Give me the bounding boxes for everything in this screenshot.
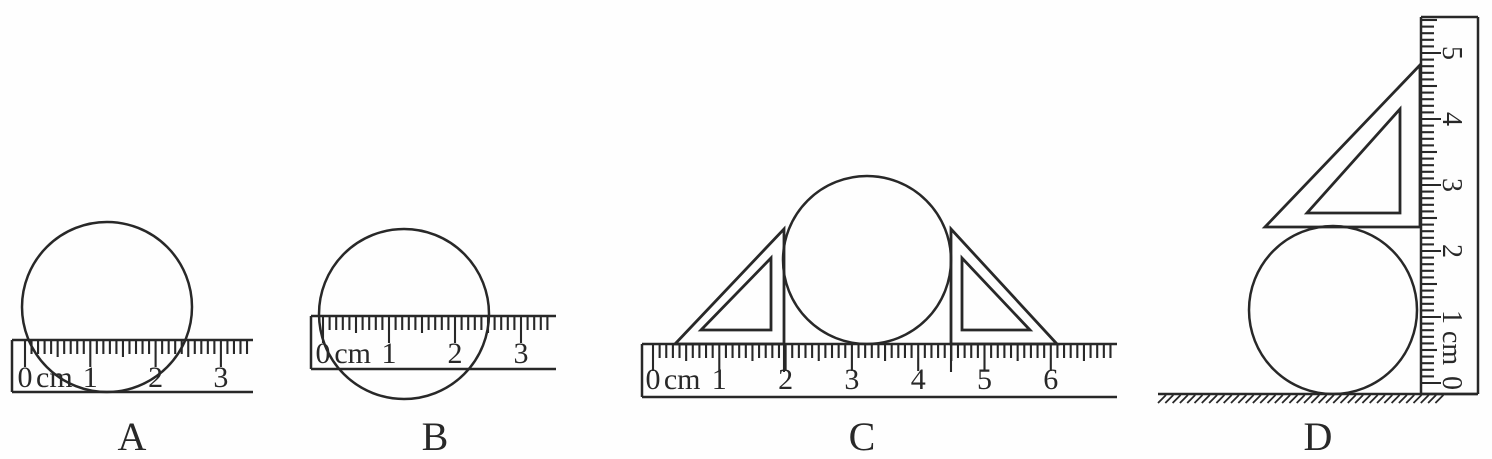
panel-C-set-square-right-outer [949, 225, 1061, 346]
panel-D-ground-hatch [1325, 394, 1335, 404]
panel-D-ground-hatch [1369, 394, 1379, 404]
panel-B-circle [317, 227, 491, 401]
panel-D-ground-hatch [1398, 394, 1408, 404]
panel-C-circle [781, 174, 953, 346]
panel-D-ground-hatch [1347, 394, 1357, 404]
panel-C-ruler-number-3: 3 [844, 363, 859, 396]
panel-B-ruler-number-2: 2 [448, 337, 463, 370]
panel-A-ruler-number-cm: cm [36, 361, 73, 394]
panel-C-ruler-number-cm: cm [664, 363, 701, 396]
panel-C-ruler-number-6: 6 [1043, 363, 1058, 396]
panel-D-ground-hatch [1274, 394, 1284, 404]
panel-D-ground-hatch [1252, 394, 1262, 404]
panel-D-ground-hatch [1237, 394, 1247, 404]
panel-D-circle [1247, 224, 1419, 396]
panel-D-ground-hatch [1303, 394, 1313, 404]
panel-D-ruler-number-3: 3 [1436, 178, 1467, 192]
panel-D-ground-hatch [1230, 394, 1240, 404]
panel-B-ruler-number-0: 0 [316, 337, 331, 370]
panel-D-ground-hatch [1317, 394, 1328, 404]
panel-D-ground-hatch [1310, 394, 1320, 404]
panel-D-set-square-top-outer [1261, 61, 1422, 229]
panel-label-A: A [118, 414, 147, 459]
panel-D-ground-hatch [1288, 394, 1299, 404]
panel-D-ruler-number-2: 2 [1436, 244, 1467, 258]
panel-D-ruler-number-cm: cm [1436, 331, 1467, 365]
panel-C-ruler-number-5: 5 [977, 363, 992, 396]
panel-D-ground-hatch [1215, 394, 1226, 404]
panel-D-ruler-number-1: 1 [1436, 310, 1467, 324]
panel-C-ruler-number-1: 1 [712, 363, 727, 396]
panel-D-ground-hatch [1171, 394, 1182, 404]
panel-D-ground-hatch [1186, 394, 1196, 404]
panel-label-B: B [422, 414, 449, 459]
panel-B-ruler-number-3: 3 [514, 337, 529, 370]
panel-D-ground-hatch [1157, 394, 1167, 404]
panel-A-circle [20, 220, 194, 394]
panel-C-set-square-left-outer [671, 225, 786, 346]
panel-label-D: D [1304, 414, 1333, 459]
panel-D-ground-hatch [1244, 394, 1255, 404]
panel-D-ground-hatch [1193, 394, 1204, 404]
panel-D-ground-hatch [1164, 394, 1174, 404]
panel-D-ground-hatch [1296, 394, 1306, 404]
panel-D-ground-hatch [1361, 394, 1372, 404]
panel-D-ground-hatch [1390, 394, 1401, 404]
panel-D-ground-hatch [1281, 394, 1291, 404]
panel-D-ground-hatch [1179, 394, 1189, 404]
panel-D-ground-hatch [1383, 394, 1393, 404]
panel-D-ground-hatch [1420, 394, 1430, 404]
panel-A-ruler-number-1: 1 [83, 361, 98, 394]
panel-D-ground-hatch [1208, 394, 1218, 404]
panel-D-ground-hatch [1412, 394, 1423, 404]
panel-C-set-square-right-cutout [960, 254, 1034, 332]
panel-D-ground-hatch [1266, 394, 1277, 404]
panel-D-ground-hatch [1223, 394, 1233, 404]
panel-D-ground-hatch [1354, 394, 1364, 404]
panel-label-C: C [849, 414, 876, 459]
panel-D-ground-hatch [1332, 394, 1342, 404]
panel-D-ground-hatch [1434, 394, 1445, 404]
panel-C-ruler-number-0: 0 [646, 363, 661, 396]
panel-D-ground-hatch [1259, 394, 1269, 404]
panel-C-set-square-left-cutout [697, 254, 773, 332]
panel-A-ruler-number-0: 0 [18, 361, 33, 394]
panel-D-ruler-number-5: 5 [1436, 46, 1467, 60]
panel-D-ground-hatch [1405, 394, 1415, 404]
panel-D-ground-hatch [1427, 394, 1437, 404]
panel-C-ruler-number-4: 4 [911, 363, 926, 396]
panel-D-ruler-number-0: 0 [1436, 376, 1467, 390]
panel-B-ruler-number-cm: cm [334, 337, 371, 370]
panel-D-ground-hatch [1339, 394, 1350, 404]
panel-D-ground-hatch [1376, 394, 1386, 404]
panel-D-ruler-number-4: 4 [1436, 112, 1467, 126]
panel-B-ruler-number-1: 1 [382, 337, 397, 370]
panel-D-set-square-top-cutout [1303, 105, 1402, 215]
panel-C-ruler-number-2: 2 [778, 363, 793, 396]
panel-A-ruler-number-3: 3 [213, 361, 228, 394]
panel-D-ground-hatch [1201, 394, 1211, 404]
